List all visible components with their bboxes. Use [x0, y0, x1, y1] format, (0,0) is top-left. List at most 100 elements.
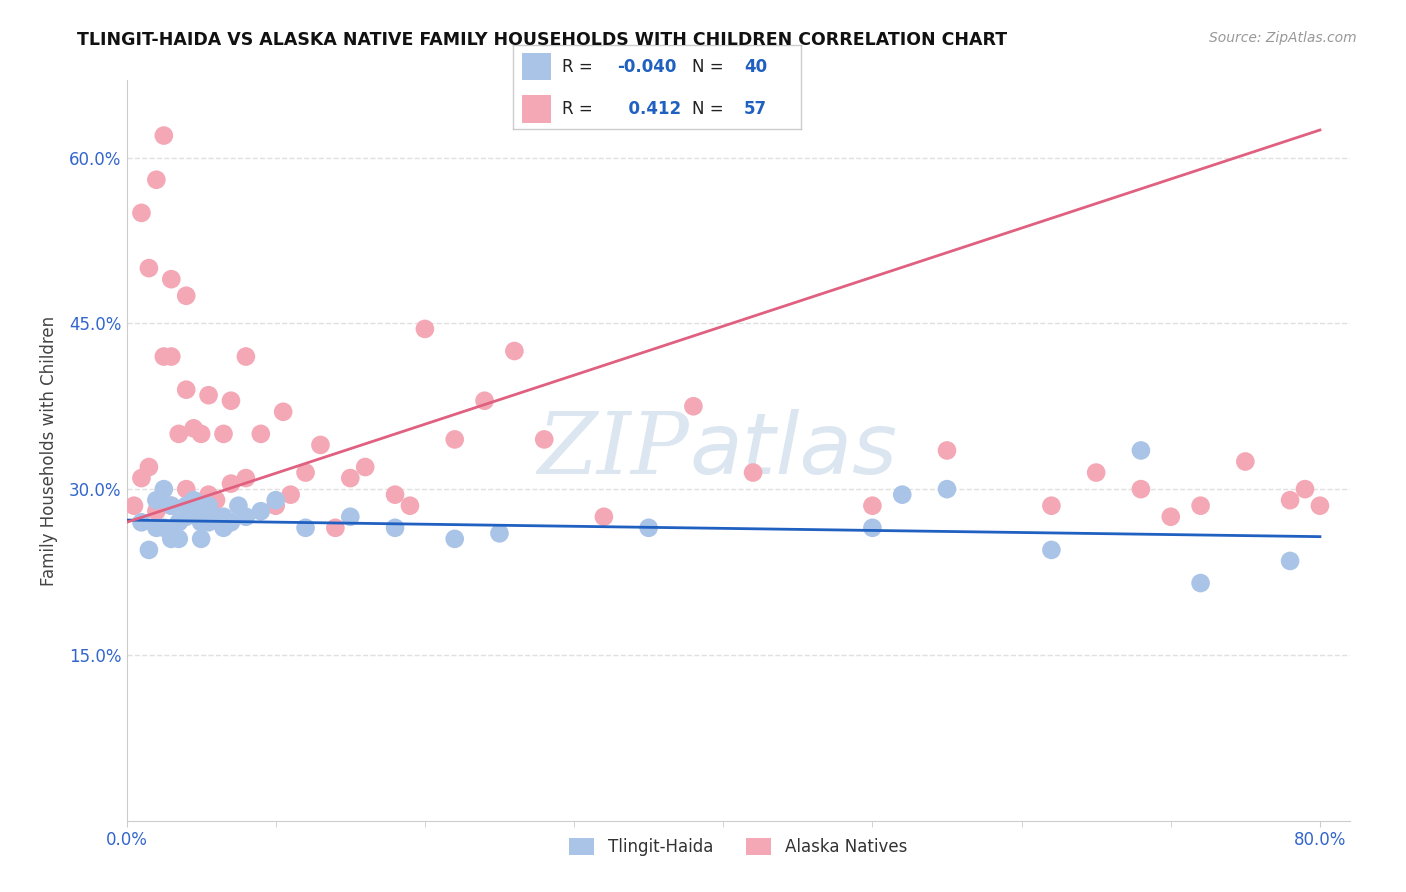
Point [167, 516, 190, 530]
Point [205, 493, 228, 508]
Point [197, 488, 219, 502]
Text: ZIP: ZIP [537, 409, 689, 491]
Point [860, 521, 883, 535]
Point [219, 516, 242, 530]
Point [1279, 493, 1302, 508]
Point [280, 488, 302, 502]
Point [160, 499, 183, 513]
Point [1129, 482, 1152, 496]
Point [325, 521, 347, 535]
Point [174, 482, 197, 496]
FancyBboxPatch shape [522, 54, 551, 80]
Point [249, 426, 271, 441]
Point [474, 393, 496, 408]
Point [249, 504, 271, 518]
Point [1085, 466, 1108, 480]
Point [122, 499, 145, 513]
Text: 40: 40 [744, 58, 766, 76]
Point [131, 516, 153, 530]
Point [160, 532, 183, 546]
Point [488, 526, 510, 541]
Point [228, 499, 250, 513]
Point [860, 499, 883, 513]
Point [153, 521, 176, 535]
Y-axis label: Family Households with Children: Family Households with Children [39, 316, 58, 585]
Point [174, 383, 197, 397]
Text: N =: N = [692, 100, 728, 118]
Point [443, 433, 465, 447]
Point [145, 172, 167, 186]
Point [339, 509, 361, 524]
Text: N =: N = [692, 58, 728, 76]
Point [1189, 576, 1212, 591]
Point [167, 426, 190, 441]
Point [212, 426, 235, 441]
Point [145, 504, 167, 518]
Point [160, 350, 183, 364]
Point [145, 493, 167, 508]
Point [891, 488, 914, 502]
Text: Source: ZipAtlas.com: Source: ZipAtlas.com [1209, 31, 1357, 45]
Point [160, 272, 183, 286]
Point [264, 499, 287, 513]
Point [533, 433, 555, 447]
Point [235, 350, 257, 364]
Point [183, 493, 205, 508]
Point [190, 499, 212, 513]
Point [936, 443, 959, 458]
Legend: Tlingit-Haida, Alaska Natives: Tlingit-Haida, Alaska Natives [561, 830, 915, 864]
Point [190, 532, 212, 546]
Text: R =: R = [562, 100, 598, 118]
Point [183, 504, 205, 518]
Point [160, 499, 183, 513]
Point [1294, 482, 1316, 496]
Point [742, 466, 765, 480]
Text: R =: R = [562, 58, 598, 76]
Point [138, 460, 160, 475]
Point [384, 521, 406, 535]
Point [219, 393, 242, 408]
Point [167, 532, 190, 546]
Point [294, 466, 316, 480]
Point [153, 482, 176, 496]
Text: 0.412: 0.412 [617, 100, 681, 118]
Point [212, 521, 235, 535]
Point [131, 471, 153, 485]
Point [138, 261, 160, 276]
Text: atlas: atlas [689, 409, 897, 492]
Point [235, 509, 257, 524]
Point [503, 344, 526, 359]
Point [190, 516, 212, 530]
Point [197, 388, 219, 402]
Point [174, 509, 197, 524]
Point [153, 128, 176, 143]
Point [309, 438, 332, 452]
Point [174, 289, 197, 303]
Point [183, 421, 205, 435]
Point [1160, 509, 1182, 524]
Point [271, 405, 294, 419]
Text: TLINGIT-HAIDA VS ALASKA NATIVE FAMILY HOUSEHOLDS WITH CHILDREN CORRELATION CHART: TLINGIT-HAIDA VS ALASKA NATIVE FAMILY HO… [77, 31, 1008, 49]
Point [682, 399, 704, 413]
Point [339, 471, 361, 485]
Point [1040, 542, 1063, 557]
Point [593, 509, 616, 524]
Point [197, 499, 219, 513]
Point [1279, 554, 1302, 568]
Text: 57: 57 [744, 100, 766, 118]
Point [413, 322, 436, 336]
Point [138, 542, 160, 557]
Point [637, 521, 659, 535]
Point [197, 516, 219, 530]
Point [399, 499, 422, 513]
Point [174, 499, 197, 513]
Point [190, 499, 212, 513]
Text: -0.040: -0.040 [617, 58, 676, 76]
Point [145, 521, 167, 535]
Point [1234, 454, 1257, 468]
Point [264, 493, 287, 508]
Point [1129, 443, 1152, 458]
Point [1040, 499, 1063, 513]
Point [235, 471, 257, 485]
Point [212, 509, 235, 524]
